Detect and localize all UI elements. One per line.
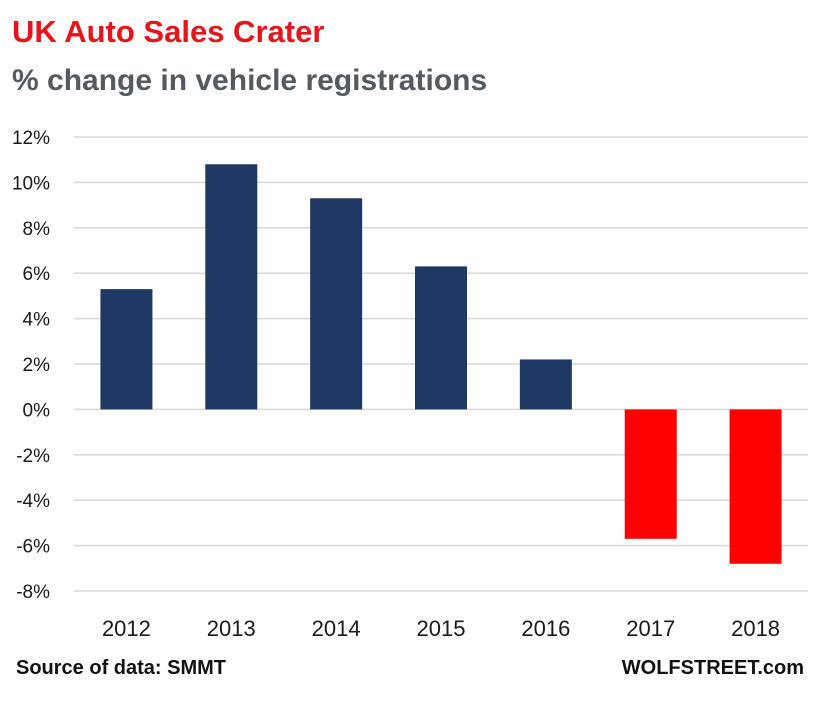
bar-2016 — [519, 359, 572, 410]
x-tick-label: 2012 — [102, 616, 151, 641]
chart-subtitle: % change in vehicle registrations — [12, 64, 488, 97]
x-tick-label: 2017 — [626, 616, 675, 641]
x-tick-label: 2014 — [312, 616, 361, 641]
y-tick-label: 4% — [23, 310, 51, 331]
bar-2018 — [729, 409, 782, 564]
y-tick-label: 2% — [23, 355, 51, 376]
chart-title: UK Auto Sales Crater — [12, 14, 325, 49]
bar-2014 — [310, 198, 363, 410]
y-tick-label: 0% — [23, 400, 51, 421]
y-tick-label: 10% — [12, 173, 50, 194]
y-tick-label: -4% — [16, 491, 50, 512]
bar-2013 — [205, 164, 258, 410]
y-tick-label: -8% — [16, 582, 50, 603]
x-tick-label: 2016 — [521, 616, 570, 641]
y-axis-ticks: 12% 10% 8% 6% 4% 2% 0% -2% -4% -6% -8% — [12, 128, 50, 603]
y-tick-label: 12% — [12, 128, 50, 149]
x-tick-label: 2015 — [417, 616, 466, 641]
source-note: Source of data: SMMT — [16, 657, 227, 679]
bar-2012 — [100, 289, 153, 410]
y-tick-label: 8% — [23, 219, 51, 240]
x-tick-label: 2013 — [207, 616, 256, 641]
bar-2015 — [415, 266, 467, 410]
y-tick-label: 6% — [23, 264, 51, 285]
y-tick-label: -2% — [16, 446, 50, 467]
x-tick-label: 2018 — [731, 616, 780, 641]
x-axis-labels: 2012 2013 2014 2015 2016 2017 2018 — [102, 616, 780, 641]
y-tick-label: -6% — [16, 537, 50, 558]
bars — [100, 164, 782, 564]
brand-label: WOLFSTREET.com — [621, 657, 804, 679]
bar-2017 — [624, 409, 677, 539]
